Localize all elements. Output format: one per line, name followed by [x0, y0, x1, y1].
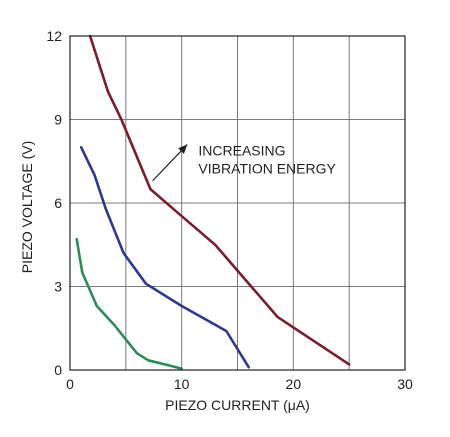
x-tick-label: 30	[397, 376, 413, 392]
annotation: INCREASING VIBRATION ENERGY	[152, 143, 337, 182]
x-axis-label: PIEZO CURRENT (μA)	[165, 397, 310, 413]
plot-frame	[69, 35, 406, 371]
x-tick-label: 10	[174, 376, 190, 392]
y-tick-label: 6	[54, 195, 62, 211]
y-tick-label: 9	[54, 112, 62, 128]
annotation-arrow-head	[178, 144, 188, 154]
series-line-3	[75, 237, 183, 370]
x-tick-labels: 0 10 20 30	[66, 376, 413, 392]
y-axis-label: PIEZO VOLTAGE (V)	[19, 141, 35, 274]
series-line-1	[88, 34, 351, 366]
series-line-2	[79, 146, 250, 369]
series-layer	[75, 34, 351, 370]
y-tick-label: 12	[46, 28, 62, 44]
x-tick-label: 20	[286, 376, 302, 392]
y-tick-label: 3	[54, 279, 62, 295]
x-tick-label: 0	[66, 376, 74, 392]
grid	[70, 36, 405, 370]
y-tick-labels: 0 3 6 9 12	[46, 28, 62, 378]
y-tick-label: 0	[54, 362, 62, 378]
annotation-line-2: VIBRATION ENERGY	[198, 161, 336, 177]
annotation-line-1: INCREASING	[198, 143, 285, 159]
